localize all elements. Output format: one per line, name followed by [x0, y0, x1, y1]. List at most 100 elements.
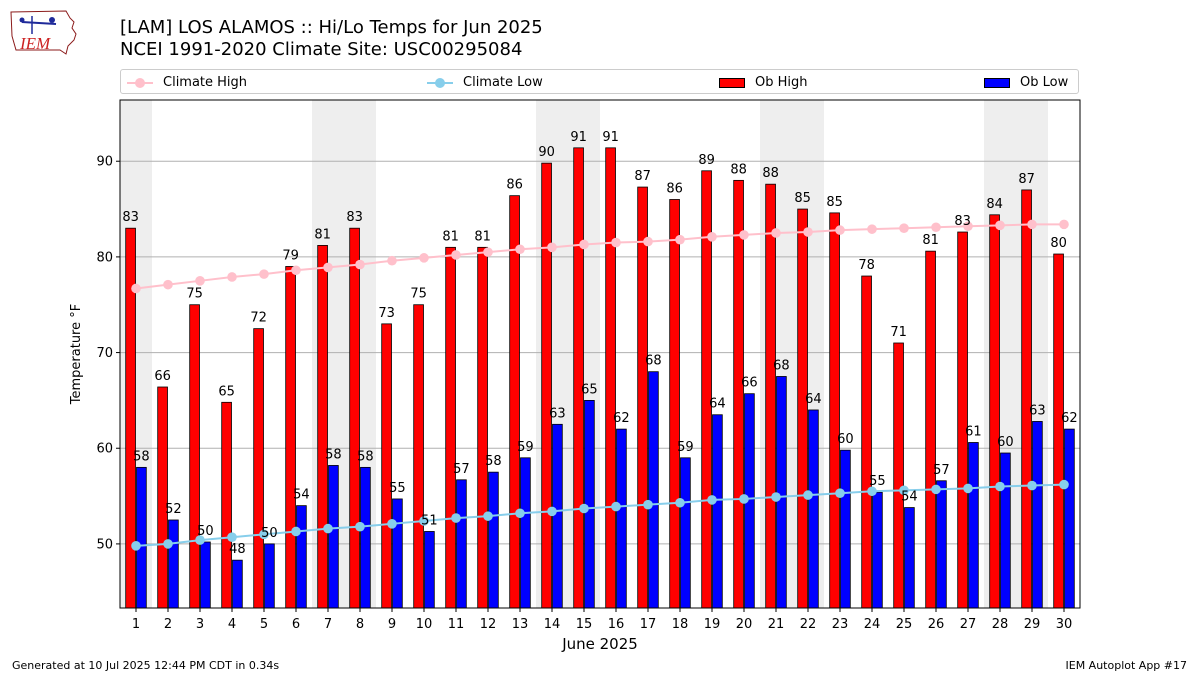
x-tick-label: 20 [736, 617, 753, 632]
x-tick-label: 30 [1056, 617, 1073, 632]
x-tick-label: 13 [512, 617, 529, 632]
x-tick-label: 16 [608, 617, 625, 632]
ob-high-bar [1021, 189, 1032, 609]
chart-title: [LAM] LOS ALAMOS :: Hi/Lo Temps for Jun … [120, 17, 543, 38]
weekend-band [344, 100, 376, 608]
ob-low-bar [360, 466, 371, 609]
y-tick-label: 70 [96, 346, 113, 361]
ob-high-bar [861, 275, 872, 609]
climate-low-point [195, 535, 205, 545]
climate-high-point [867, 224, 877, 234]
ob-low-bar [1032, 421, 1043, 609]
climate-low-point [483, 511, 493, 521]
climate-low-point [835, 488, 845, 498]
climate-high-line [135, 223, 1064, 290]
climate-high-point [387, 255, 397, 266]
ob-high-bar [765, 183, 776, 609]
ob-low-label: 62 [1061, 411, 1078, 426]
climate-low-point [643, 499, 653, 510]
ob-low-label: 64 [709, 397, 726, 412]
climate-high-point [739, 230, 749, 240]
ob-low-bar [424, 531, 435, 609]
x-tick-label: 18 [672, 617, 689, 632]
legend-item-ob-low: Ob Low [984, 70, 1068, 95]
x-tick-label: 21 [768, 617, 785, 632]
climate-low-legend-swatch [427, 76, 453, 90]
x-tick-label: 7 [324, 617, 332, 632]
climate-low-point [323, 523, 333, 534]
ob-high-bar [989, 214, 1000, 609]
climate-low-point [227, 532, 237, 543]
x-tick-label: 25 [896, 617, 913, 632]
x-tick-label: 4 [228, 617, 236, 632]
ob-low-label: 58 [325, 447, 342, 462]
ob-low-label: 59 [677, 440, 694, 455]
climate-low-point [259, 529, 269, 540]
ob-low-label: 64 [805, 392, 822, 407]
climate-high-point [899, 223, 909, 233]
ob-high-label: 75 [186, 287, 203, 302]
ob-low-label: 61 [965, 424, 982, 439]
climate-high-point [995, 220, 1005, 231]
legend-label-climate-low: Climate Low [463, 75, 543, 90]
climate-high-legend-swatch [127, 76, 153, 90]
plot-frame [119, 99, 1081, 609]
climate-low-point [899, 485, 909, 496]
ob-low-label: 57 [933, 463, 950, 478]
ob-high-bar [893, 342, 904, 609]
x-tick-label: 23 [832, 617, 849, 632]
x-tick-label: 29 [1024, 617, 1041, 632]
climate-high-point [515, 244, 525, 255]
climate-high-point [323, 262, 333, 273]
ob-low-label: 68 [773, 358, 790, 373]
ob-low-label: 65 [581, 382, 598, 397]
ob-low-label: 52 [165, 502, 182, 517]
x-tick-label: 17 [640, 617, 657, 632]
climate-high-point [419, 253, 429, 263]
ob-high-bar [285, 266, 296, 609]
weekend-band [536, 100, 568, 608]
climate-high-point [227, 272, 237, 282]
climate-low-point [579, 503, 589, 514]
ob-high-legend-swatch [719, 77, 745, 88]
x-tick-label: 27 [960, 617, 977, 632]
ob-low-bar [616, 428, 627, 609]
ob-high-label: 83 [122, 210, 139, 225]
climate-low-line [135, 483, 1065, 547]
ob-low-label: 51 [421, 513, 438, 528]
ob-low-bar [232, 559, 243, 609]
ob-low-bar [264, 543, 275, 609]
ob-low-bar [520, 457, 531, 609]
x-tick-label: 12 [480, 617, 497, 632]
climate-low-point [131, 541, 141, 551]
ob-low-bar [904, 507, 915, 609]
ob-high-label: 80 [1050, 236, 1067, 251]
climate-high-point [931, 222, 941, 233]
ob-high-label: 79 [282, 248, 299, 263]
weekend-band [120, 100, 152, 608]
ob-low-bar [296, 505, 307, 609]
ob-high-bar [413, 304, 424, 609]
weekend-band [568, 100, 600, 608]
climate-high-point [675, 234, 685, 245]
x-tick-label: 8 [356, 617, 364, 632]
ob-low-label: 57 [453, 462, 470, 477]
ob-high-bar [1053, 253, 1064, 609]
climate-high-point [1059, 219, 1069, 230]
ob-low-label: 66 [741, 376, 758, 391]
climate-high-point [771, 228, 781, 238]
ob-high-bar [381, 323, 392, 609]
ob-high-label: 86 [506, 178, 523, 193]
climate-high-point [579, 239, 589, 250]
logo-text: IEM [19, 34, 51, 53]
climate-low-point [1027, 480, 1037, 491]
ob-low-bar [1000, 452, 1011, 609]
ob-low-label: 59 [517, 440, 534, 455]
climate-low-point [611, 501, 621, 512]
ob-low-label: 54 [293, 488, 310, 503]
ob-high-bar [477, 246, 488, 609]
ob-low-bar [872, 491, 883, 609]
ob-low-bar [648, 371, 659, 609]
climate-low-point [867, 486, 877, 497]
ob-high-label: 88 [762, 166, 779, 181]
